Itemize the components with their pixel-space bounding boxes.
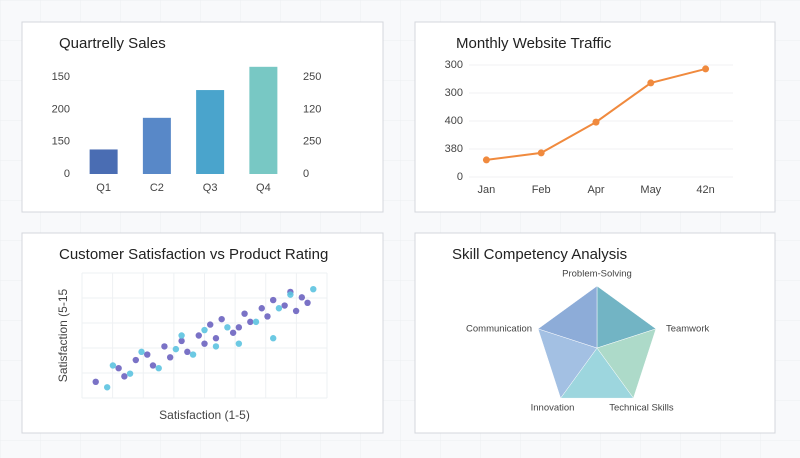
axis-label: Problem-Solving — [562, 269, 632, 280]
x-tick-label: C2 — [150, 182, 164, 194]
y-tick-label: 150 — [52, 136, 70, 148]
panel — [414, 21, 776, 213]
point — [121, 373, 128, 380]
point — [247, 318, 254, 326]
bar — [249, 66, 278, 174]
y-tick-label: 380 — [445, 143, 463, 155]
radar-segment — [537, 285, 598, 349]
point — [592, 118, 600, 126]
point — [178, 337, 185, 345]
point — [270, 335, 277, 342]
point — [184, 348, 191, 356]
y-tick-label: 0 — [457, 171, 463, 183]
point — [224, 324, 231, 331]
point — [149, 362, 157, 369]
x-tick-label: Q3 — [203, 182, 218, 194]
bar — [196, 90, 225, 174]
point — [292, 307, 300, 315]
point — [138, 348, 145, 356]
axis-label: Communication — [466, 323, 532, 334]
point — [161, 343, 168, 350]
point — [298, 294, 306, 301]
y2-tick-label: 0 — [303, 168, 309, 180]
point — [310, 285, 317, 293]
chart-title: Skill Competency Analysis — [452, 246, 627, 263]
point — [178, 332, 185, 339]
chart-title: Monthly Website Traffic — [456, 35, 612, 52]
point — [115, 365, 122, 372]
chart-title: Customer Satisfaction vs Product Rating — [59, 246, 328, 263]
point — [235, 324, 243, 331]
point — [172, 345, 180, 353]
x-tick-label: May — [640, 184, 661, 196]
y-tick-label: 0 — [64, 168, 70, 180]
point — [275, 305, 283, 312]
point — [212, 343, 220, 350]
point — [281, 302, 288, 309]
y-tick-label: 150 — [52, 71, 70, 83]
point — [287, 291, 294, 298]
point — [109, 362, 117, 369]
point — [270, 296, 277, 304]
point — [264, 313, 271, 320]
point — [201, 326, 208, 334]
x-axis-label: Satisfaction (1-5) — [159, 408, 250, 422]
x-tick-label: Jan — [478, 184, 496, 196]
bar — [142, 117, 171, 174]
x-tick-label: Q4 — [256, 182, 271, 194]
x-tick-label: 42n — [696, 184, 714, 196]
x-tick-label: Feb — [532, 184, 551, 196]
point — [103, 384, 111, 391]
point — [537, 149, 545, 157]
point — [126, 370, 134, 377]
chart-title: Quartrelly Sales — [59, 35, 166, 52]
point — [252, 318, 260, 326]
y2-tick-label: 250 — [303, 71, 321, 83]
point — [235, 340, 243, 347]
y-tick-label: 300 — [445, 87, 463, 99]
point — [207, 321, 214, 328]
y2-tick-label: 120 — [303, 103, 321, 115]
point — [144, 351, 151, 358]
point — [166, 354, 174, 361]
axis-label: Teamwork — [666, 323, 710, 334]
y2-tick-label: 250 — [303, 136, 321, 148]
point — [212, 335, 220, 342]
point — [92, 378, 99, 386]
panel — [21, 232, 384, 434]
point — [132, 356, 139, 364]
point — [258, 305, 265, 312]
y-tick-label: 200 — [52, 103, 70, 115]
point — [229, 329, 237, 336]
y-tick-label: 300 — [445, 59, 463, 71]
bar — [89, 149, 118, 174]
x-tick-label: Apr — [587, 184, 604, 196]
axis-label: Technical Skills — [609, 403, 674, 414]
point — [304, 299, 311, 306]
y-tick-label: 400 — [445, 115, 463, 127]
point — [647, 79, 655, 87]
axis-label: Innovation — [531, 403, 575, 414]
y-axis-label: Satisfaction (5-15 — [56, 288, 70, 382]
point — [201, 340, 208, 347]
point — [482, 156, 490, 164]
point — [195, 332, 202, 339]
point — [241, 310, 248, 317]
point — [189, 351, 197, 358]
x-tick-label: Q1 — [96, 182, 111, 194]
point — [218, 315, 225, 323]
point — [155, 365, 162, 372]
point — [702, 65, 710, 73]
